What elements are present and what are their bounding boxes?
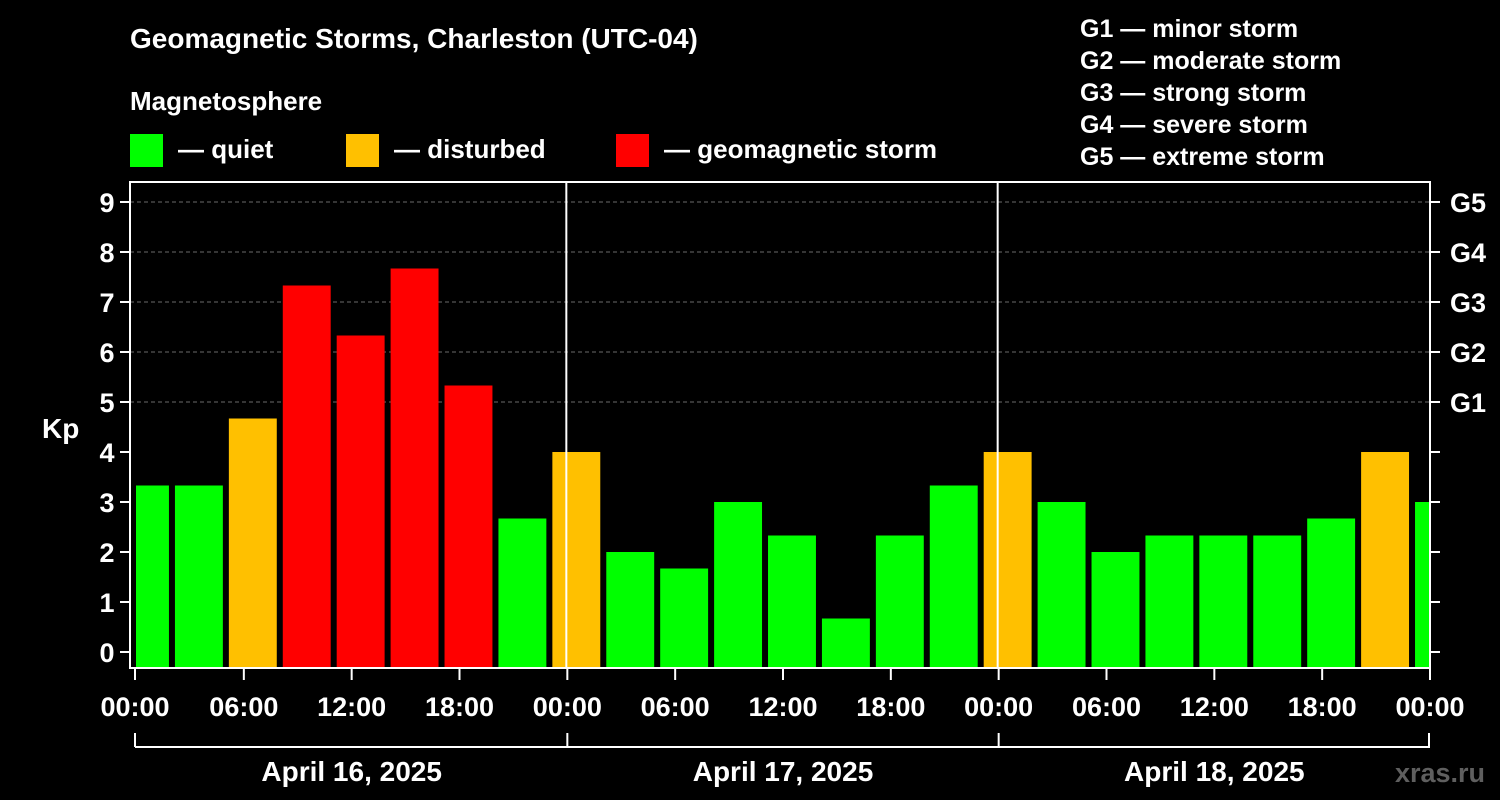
- g-label-g5: G5: [1450, 188, 1486, 218]
- status-legend: — quiet — disturbed — geomagnetic storm: [130, 134, 937, 167]
- date-label-3: April 18, 2025: [1124, 756, 1305, 787]
- g-label-g1: G1: [1450, 388, 1486, 418]
- kp-bar-11: [660, 568, 709, 668]
- x-tick-label-6: 06:00: [641, 692, 710, 722]
- storm-scale-item-3: G3 — strong storm: [1080, 79, 1306, 107]
- date-label-1: April 16, 2025: [261, 756, 442, 787]
- plot-frame: [129, 181, 1431, 669]
- g-label-g4: G4: [1450, 238, 1486, 268]
- date-label-2: April 17, 2025: [693, 756, 874, 787]
- bars: [136, 268, 1430, 668]
- legend-label-storm: — geomagnetic storm: [664, 134, 937, 164]
- kp-bar-19: [1091, 552, 1140, 668]
- x-tick-label-13: 00:00: [1395, 692, 1464, 722]
- legend-label-disturbed: — disturbed: [394, 134, 546, 164]
- x-tick-label-1: 00:00: [100, 692, 169, 722]
- kp-bar-22: [1253, 535, 1302, 668]
- y-tick-label-8: 8: [99, 238, 114, 268]
- kp-bar-18: [1037, 502, 1086, 668]
- chart-title: Geomagnetic Storms, Charleston (UTC-04): [130, 23, 698, 54]
- storm-scale-item-4: G4 — severe storm: [1080, 111, 1308, 139]
- kp-bar-1: [136, 485, 169, 668]
- y-tick-label-0: 0: [99, 638, 114, 668]
- y-tick-label-9: 9: [99, 188, 114, 218]
- g-axis: G1 G2 G3 G4 G5: [1430, 188, 1486, 653]
- kp-bar-7: [444, 385, 493, 668]
- storm-scale-item-1: G1 — minor storm: [1080, 15, 1298, 43]
- kp-bar-25: [1415, 502, 1430, 668]
- x-tick-label-10: 06:00: [1072, 692, 1141, 722]
- kp-bar-14: [821, 618, 870, 668]
- kp-bar-13: [768, 535, 816, 668]
- kp-bar-2: [174, 485, 223, 668]
- legend-swatch-disturbed: [346, 134, 379, 167]
- y-axis-label: Kp: [42, 413, 79, 444]
- x-tick-label-4: 18:00: [425, 692, 494, 722]
- y-tick-label-2: 2: [99, 538, 114, 568]
- kp-bar-20: [1145, 535, 1194, 668]
- x-tick-label-11: 12:00: [1180, 692, 1249, 722]
- watermark: xras.ru: [1395, 758, 1485, 788]
- y-tick-label-3: 3: [99, 488, 114, 518]
- x-tick-label-2: 06:00: [209, 692, 278, 722]
- legend-title: Magnetosphere: [130, 86, 322, 116]
- kp-bar-3: [228, 418, 277, 668]
- legend-swatch-quiet: [130, 134, 163, 167]
- storm-scale-legend: G1 — minor storm G2 — moderate storm G3 — …: [1080, 15, 1341, 171]
- y-tick-label-4: 4: [99, 438, 114, 468]
- g-label-g3: G3: [1450, 288, 1486, 318]
- x-tick-label-7: 12:00: [748, 692, 817, 722]
- storm-scale-item-2: G2 — moderate storm: [1080, 47, 1341, 75]
- x-tick-label-12: 18:00: [1288, 692, 1357, 722]
- kp-bar-23: [1307, 518, 1356, 668]
- legend-swatch-storm: [616, 134, 649, 167]
- storm-scale-item-5: G5 — extreme storm: [1080, 143, 1325, 171]
- x-tick-label-8: 18:00: [856, 692, 925, 722]
- legend-label-quiet: — quiet: [178, 134, 274, 164]
- g-label-g2: G2: [1450, 338, 1486, 368]
- x-tick-label-9: 00:00: [964, 692, 1033, 722]
- y-tick-label-7: 7: [99, 288, 114, 318]
- kp-bar-10: [606, 552, 655, 668]
- kp-bar-17: [983, 452, 1032, 668]
- kp-bar-15: [875, 535, 924, 668]
- x-tick-label-3: 12:00: [317, 692, 386, 722]
- date-axis: April 16, 2025 April 17, 2025 April 18, 20…: [134, 733, 1430, 787]
- kp-bar-9: [552, 452, 601, 668]
- kp-bar-16: [929, 485, 978, 668]
- day-separators: [565, 182, 999, 668]
- kp-bar-4: [282, 285, 331, 668]
- kp-bar-5: [336, 335, 385, 668]
- kp-bar-6: [390, 268, 439, 668]
- y-tick-label-1: 1: [99, 588, 114, 618]
- y-axis: 0 1 2 3 4 5 6 7 8 9: [99, 188, 130, 668]
- kp-bar-8: [498, 518, 547, 668]
- y-tick-label-6: 6: [99, 338, 114, 368]
- kp-bar-21: [1199, 535, 1248, 668]
- x-axis: 00:00 06:00 12:00 18:00 00:00 06:00 12:00 18:00…: [100, 668, 1465, 722]
- kp-bar-12: [714, 502, 763, 668]
- x-tick-label-5: 00:00: [533, 692, 602, 722]
- y-tick-label-5: 5: [99, 388, 114, 418]
- kp-bar-24: [1361, 452, 1410, 668]
